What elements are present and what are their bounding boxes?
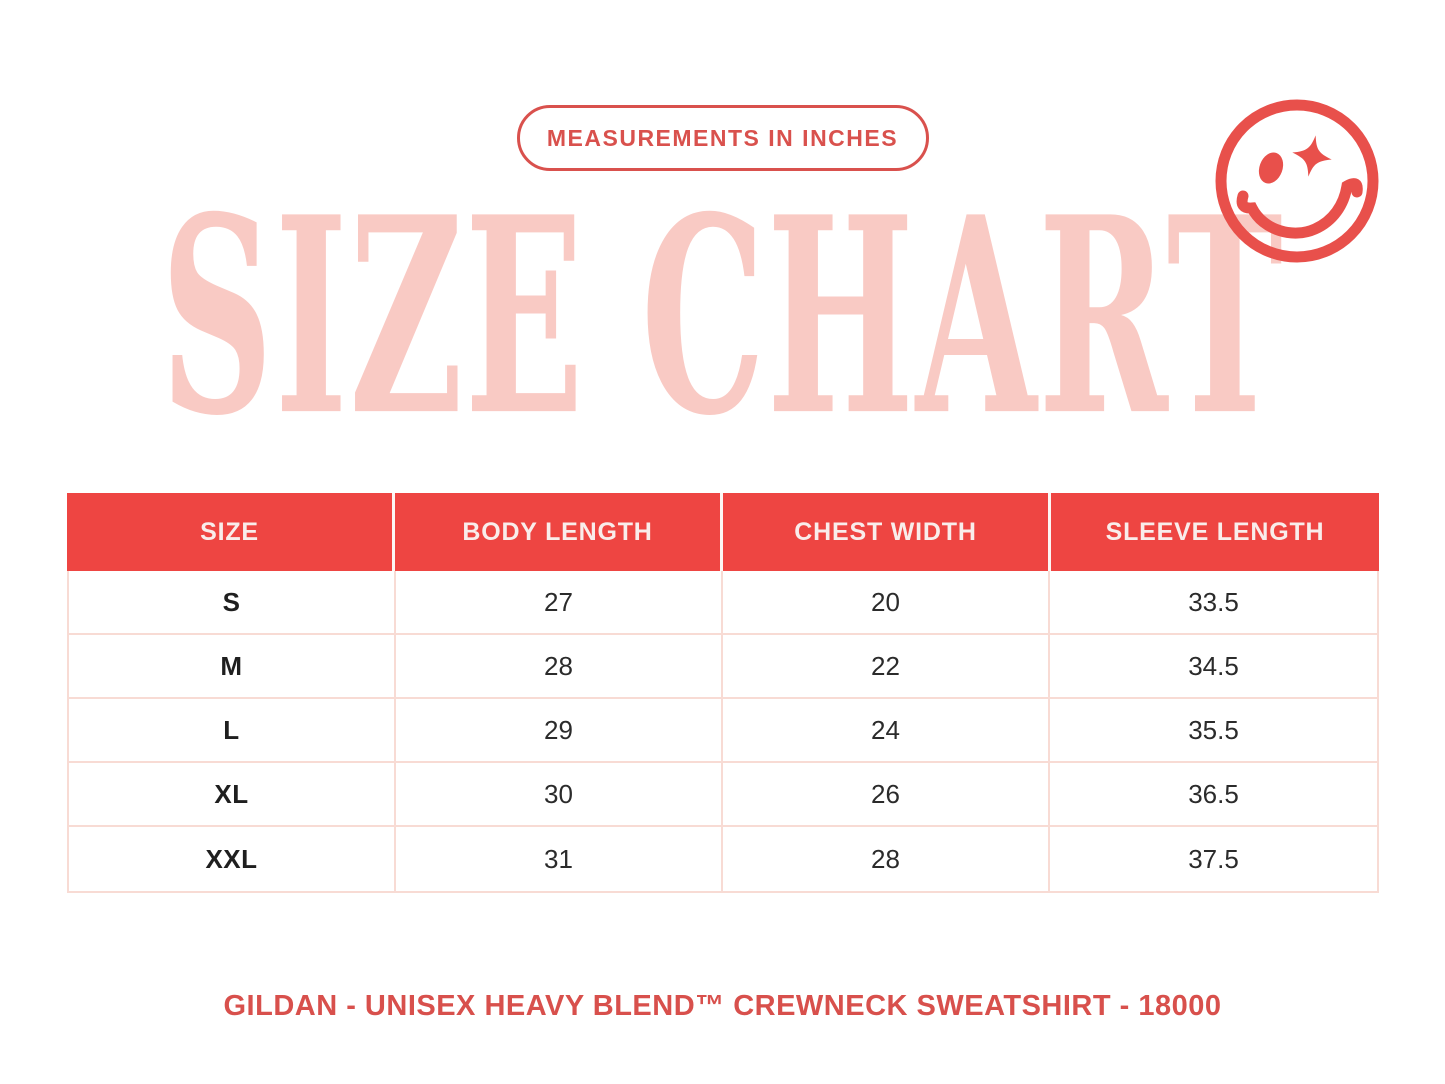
sleeve-length-cell: 35.5: [1188, 714, 1239, 745]
body-length-cell: 29: [396, 699, 723, 761]
measurements-badge: MEASUREMENTS IN INCHES: [516, 105, 929, 171]
size-table: SIZE BODY LENGTH CHEST WIDTH SLEEVE LENG…: [67, 493, 1379, 893]
smiley-sparkle-eye: [1292, 135, 1332, 177]
sleeve-length-cell: 33.5: [1188, 586, 1239, 617]
column-header-size: SIZE: [67, 493, 395, 571]
table-row: L 29 24 35.5: [69, 699, 1377, 763]
body-length-cell: 28: [396, 635, 723, 697]
chest-width-cell: 22: [723, 635, 1050, 697]
page-title: SIZE CHART: [0, 182, 1445, 452]
chest-width-cell: 26: [723, 763, 1050, 825]
chest-width-cell: 24: [723, 699, 1050, 761]
size-cell: XL: [69, 763, 396, 825]
table-row: XL 30 26 36.5: [69, 763, 1377, 827]
product-name-text: GILDAN - UNISEX HEAVY BLEND™ CREWNECK SW…: [223, 990, 1222, 1022]
size-cell: S: [69, 571, 396, 633]
table-row: XXL 31 28 37.5: [69, 827, 1377, 891]
sleeve-length-cell: 34.5: [1188, 650, 1239, 681]
chest-width-cell: 28: [723, 827, 1050, 891]
size-cell: M: [69, 635, 396, 697]
product-name-line: GILDAN - UNISEX HEAVY BLEND™ CREWNECK SW…: [0, 990, 1445, 1023]
body-length-cell: 27: [396, 571, 723, 633]
sleeve-length-cell: 37.5: [1188, 843, 1239, 874]
smiley-face-outline: [1215, 99, 1379, 263]
column-header-body-length: BODY LENGTH: [395, 493, 723, 571]
size-cell: XXL: [69, 827, 396, 891]
smiley-smile: [1236, 178, 1363, 239]
measurements-badge-label: MEASUREMENTS IN INCHES: [546, 124, 899, 151]
body-length-cell: 31: [396, 827, 723, 891]
table-row: S 27 20 33.5: [69, 571, 1377, 635]
winking-smiley-icon: [1215, 99, 1379, 263]
smiley-left-eye: [1258, 152, 1284, 184]
body-length-cell: 30: [396, 763, 723, 825]
column-header-chest-width: CHEST WIDTH: [723, 493, 1051, 571]
sleeve-length-cell: 36.5: [1188, 778, 1239, 809]
page-title-text: SIZE CHART: [160, 158, 1285, 476]
table-header-row: SIZE BODY LENGTH CHEST WIDTH SLEEVE LENG…: [67, 493, 1379, 571]
table-body: S 27 20 33.5 M 28 22 34.5 L 29 24 35.5 X…: [67, 571, 1379, 893]
table-row: M 28 22 34.5: [69, 635, 1377, 699]
size-cell: L: [69, 699, 396, 761]
chest-width-cell: 20: [723, 571, 1050, 633]
column-header-sleeve-length: SLEEVE LENGTH: [1105, 517, 1325, 546]
